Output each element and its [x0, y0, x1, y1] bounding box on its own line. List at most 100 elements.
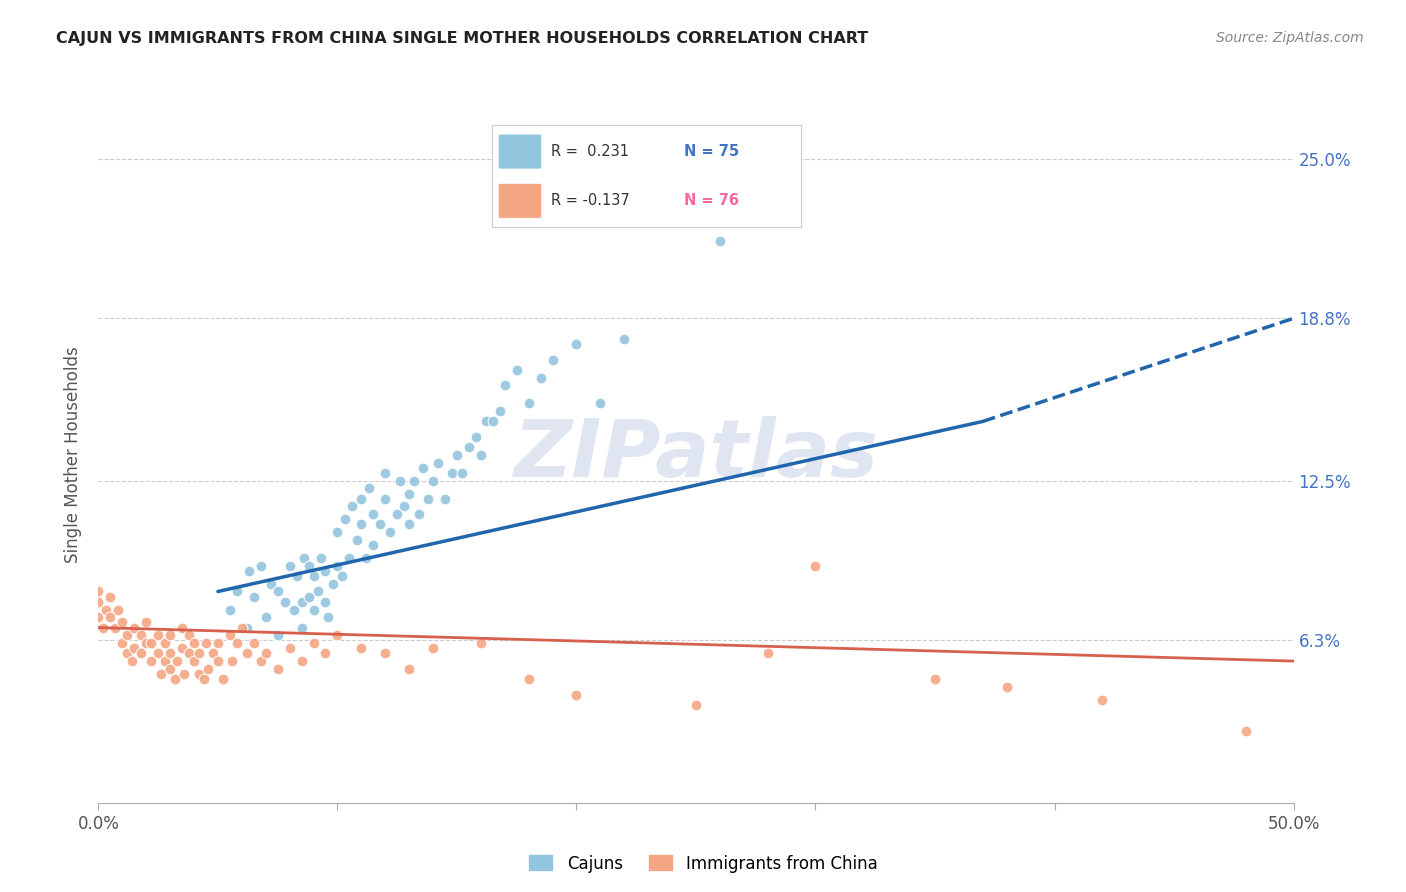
Point — [322, 576, 344, 591]
Point — [211, 672, 233, 686]
Point — [292, 551, 315, 566]
Point — [363, 538, 385, 552]
Point — [433, 491, 456, 506]
Text: R =  0.231: R = 0.231 — [551, 144, 628, 159]
Point — [179, 646, 201, 660]
Point — [111, 615, 134, 630]
Point — [339, 551, 360, 566]
Point — [267, 662, 290, 676]
Point — [374, 466, 396, 480]
Point — [91, 621, 114, 635]
Point — [541, 352, 564, 367]
Point — [298, 558, 321, 573]
Point — [267, 628, 290, 642]
Point — [243, 590, 266, 604]
Point — [350, 491, 373, 506]
Text: N = 75: N = 75 — [683, 144, 740, 159]
Point — [219, 602, 242, 616]
Point — [139, 636, 162, 650]
Point — [804, 558, 827, 573]
Point — [104, 621, 127, 635]
Point — [94, 602, 117, 616]
Point — [458, 440, 481, 454]
Point — [291, 654, 314, 668]
Point — [235, 621, 257, 635]
Point — [398, 517, 420, 532]
Point — [506, 363, 529, 377]
Point — [183, 636, 205, 650]
Point — [179, 628, 201, 642]
Point — [163, 672, 186, 686]
Point — [173, 667, 195, 681]
Point — [149, 667, 172, 681]
Point — [1091, 692, 1114, 706]
Point — [374, 646, 396, 660]
Point — [194, 636, 218, 650]
Point — [172, 641, 194, 656]
Point — [307, 584, 329, 599]
Point — [326, 525, 349, 540]
Point — [274, 595, 297, 609]
Point — [441, 466, 464, 480]
Point — [422, 474, 444, 488]
Point — [291, 621, 314, 635]
Point — [470, 636, 492, 650]
Point — [159, 662, 181, 676]
Point — [326, 628, 349, 642]
Point — [529, 370, 551, 384]
Point — [159, 646, 181, 660]
Point — [115, 646, 138, 660]
Point — [283, 602, 305, 616]
Point — [87, 595, 110, 609]
Point — [250, 654, 273, 668]
Point — [422, 641, 444, 656]
Point — [135, 636, 157, 650]
Point — [315, 595, 337, 609]
Point — [124, 621, 146, 635]
Point — [267, 584, 290, 599]
Point — [148, 628, 170, 642]
Point — [302, 569, 325, 583]
Point — [159, 628, 181, 642]
Y-axis label: Single Mother Households: Single Mother Households — [65, 347, 83, 563]
Point — [226, 636, 249, 650]
Point — [278, 641, 301, 656]
Text: R = -0.137: R = -0.137 — [551, 194, 630, 209]
Point — [221, 654, 243, 668]
Point — [187, 646, 209, 660]
Point — [350, 517, 373, 532]
Point — [340, 500, 363, 514]
Point — [315, 564, 337, 578]
Point — [370, 517, 392, 532]
Point — [316, 610, 339, 624]
Point — [135, 615, 157, 630]
Point — [465, 430, 488, 444]
Point — [87, 584, 110, 599]
Point — [187, 667, 209, 681]
Point — [517, 396, 540, 410]
Point — [685, 698, 707, 712]
Point — [302, 636, 325, 650]
FancyBboxPatch shape — [498, 134, 541, 169]
Point — [207, 654, 229, 668]
Point — [231, 621, 253, 635]
Point — [207, 636, 229, 650]
Point — [565, 337, 588, 351]
Point — [685, 152, 707, 166]
Point — [385, 507, 409, 521]
Point — [446, 448, 468, 462]
Point — [995, 680, 1018, 694]
Point — [219, 628, 242, 642]
Point — [111, 636, 134, 650]
Point — [418, 491, 440, 506]
Point — [1234, 723, 1257, 738]
Point — [243, 636, 266, 650]
Point — [357, 482, 380, 496]
Point — [98, 590, 122, 604]
Text: N = 76: N = 76 — [683, 194, 740, 209]
Point — [183, 654, 205, 668]
Point — [489, 404, 512, 418]
Point — [278, 558, 301, 573]
Text: Source: ZipAtlas.com: Source: ZipAtlas.com — [1216, 31, 1364, 45]
Point — [155, 636, 177, 650]
